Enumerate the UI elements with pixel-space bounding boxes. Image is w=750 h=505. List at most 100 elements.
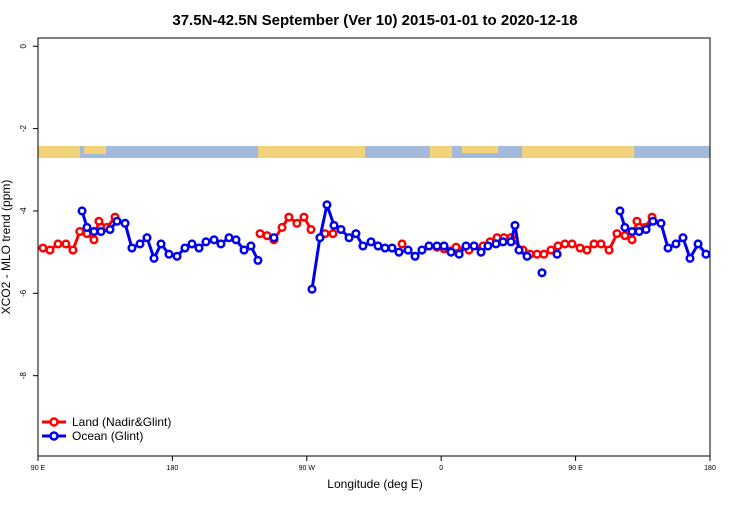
data-point [75,227,85,237]
data-point [156,239,166,249]
plot-frame [37,37,711,457]
data-point [454,249,464,259]
x-tick-label: 90 E [31,465,46,472]
data-point [537,268,547,278]
data-point [351,229,361,239]
data-point [410,251,420,261]
data-point [663,243,673,253]
legend-marker [49,417,59,427]
data-point [194,243,204,253]
data-point [142,233,152,243]
data-point [546,245,556,255]
data-point [446,247,456,257]
data-point [307,284,317,294]
data-point [514,245,524,255]
data-point [149,253,159,263]
data-point [615,206,625,216]
data-point [366,237,376,247]
data-point [476,247,486,257]
data-point [68,245,78,255]
data-point [201,237,211,247]
x-tick-label: 90 W [299,465,316,472]
data-point [567,239,577,249]
data-point [358,241,368,251]
data-point [231,235,241,245]
data-point [127,243,137,253]
data-point [373,241,383,251]
data-point [328,229,338,239]
data-point [522,251,532,261]
data-point [315,233,325,243]
data-point [394,247,404,257]
data-point [299,212,309,222]
data-point [656,218,666,228]
data-point [506,237,516,247]
x-tick-label: 90 E [568,465,583,472]
data-point [678,233,688,243]
data-point [701,249,711,259]
data-point [253,255,263,265]
data-point [380,243,390,253]
x-axis-label: Longitude (deg E) [327,477,422,491]
data-point [510,220,520,230]
data-point [105,224,115,235]
data-point [255,229,265,239]
data-point [269,233,279,243]
data-point [172,251,182,261]
y-tick-label: -4 [19,207,28,215]
legend-label: Ocean (Glint) [72,429,143,443]
data-point [187,239,197,249]
x-tick-label: 180 [167,465,179,472]
data-point [322,200,332,210]
data-point [120,218,130,228]
data-point [82,222,92,232]
data-point [491,239,501,249]
data-point [575,243,585,253]
data-point [589,239,599,249]
x-tick-label: 0 [439,465,443,472]
y-axis-label: XCO2 - MLO trend (ppm) [0,180,13,315]
data-point [239,245,249,255]
data-point [461,241,471,251]
data-point [397,239,407,249]
data-point [292,218,302,228]
data-point [224,233,234,243]
y-tick-label: 0 [19,43,28,48]
data-point [94,216,104,226]
data-point [483,241,493,251]
data-point [277,222,287,232]
legend-label: Land (Nadir&Glint) [72,415,171,429]
data-point [96,227,106,237]
data-point [641,224,651,235]
data-point [112,216,122,226]
data-point [180,243,190,253]
data-point [45,245,55,255]
data-point [685,253,695,263]
data-point [627,235,637,245]
data-point [627,227,637,237]
data-point [612,229,622,239]
data-point [89,227,99,237]
data-point [439,241,449,251]
chart-title: 37.5N-42.5N September (Ver 10) 2015-01-0… [172,12,577,29]
data-point [632,216,642,226]
data-point [424,241,434,251]
data-point [387,243,397,253]
data-point [582,245,592,255]
data-point [620,222,630,232]
data-point [262,231,272,241]
data-point [246,241,256,251]
data-point [209,235,219,245]
data-point [671,239,681,249]
data-point [306,224,316,235]
data-point [498,237,508,247]
data-point [451,242,461,252]
data-point [693,239,703,249]
map-strip [38,146,710,158]
data-point [552,249,562,259]
data-point [329,220,339,230]
data-point [164,249,174,259]
data-point [560,239,570,249]
